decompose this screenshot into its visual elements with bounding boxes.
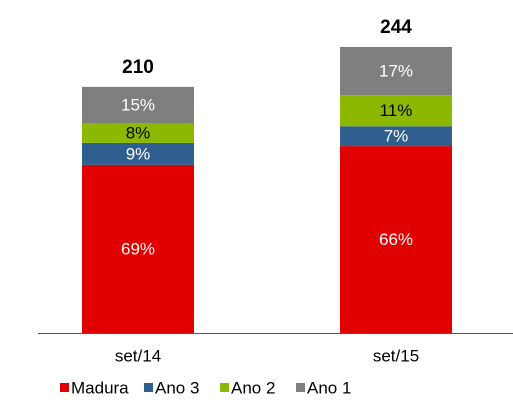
data-label: 7% [384, 127, 409, 146]
legend-swatch [296, 383, 305, 392]
bar-segment [82, 86, 194, 124]
legend-swatch [220, 383, 229, 392]
legend-label: Ano 2 [231, 378, 275, 397]
legend-label: Ano 1 [307, 378, 351, 397]
bar-segment [82, 164, 194, 333]
data-label: 15% [121, 96, 155, 115]
legend-swatch [60, 383, 69, 392]
data-label: 8% [126, 124, 151, 143]
total-label: 244 [380, 17, 412, 38]
bar-segment [82, 142, 194, 165]
bar-segment [340, 146, 452, 333]
legend-label: Madura [71, 378, 129, 397]
x-tick-label: set/15 [373, 346, 419, 365]
bar-segment [82, 123, 194, 143]
bar-segment [340, 47, 452, 96]
bar-segment [340, 95, 452, 127]
x-tick-label: set/14 [115, 346, 161, 365]
bar-segment [340, 126, 452, 147]
legend-label: Ano 3 [155, 378, 199, 397]
legend-swatch [144, 383, 153, 392]
data-label: 11% [380, 101, 413, 120]
data-label: 9% [126, 144, 151, 163]
data-label: 69% [121, 239, 155, 258]
total-label: 210 [122, 57, 154, 78]
data-label: 66% [379, 230, 413, 249]
data-label: 17% [379, 62, 413, 81]
